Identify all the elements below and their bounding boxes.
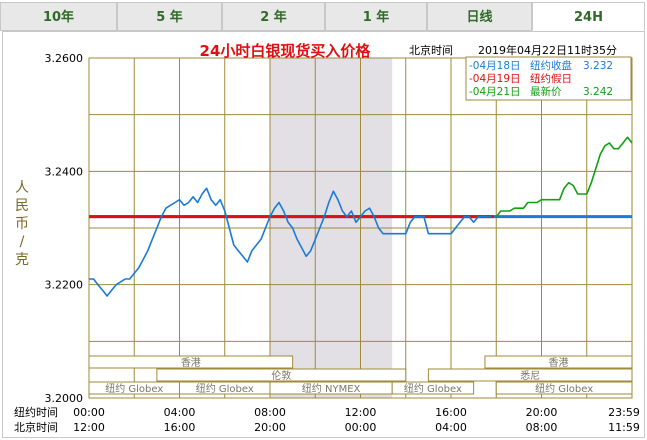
series-lines xyxy=(89,136,633,297)
timestamp: 2019年04月22日11时35分 xyxy=(478,43,617,57)
session-label: 悉尼 xyxy=(520,370,540,382)
legend-text: 纽约假日 xyxy=(530,72,572,85)
legend: -04月18日 纽约收盘 3.232 -04月19日 纽约假日 -04月21日 最新价 3.2… xyxy=(465,56,632,101)
y-label-char: 币 xyxy=(15,216,29,232)
session-label: 香港 xyxy=(548,357,568,369)
chart-title: 24小时白银现货买入价格 xyxy=(200,42,372,60)
session-bar xyxy=(88,355,294,369)
x-tick-label: 04:00 xyxy=(164,406,196,419)
legend-box xyxy=(465,56,632,101)
series-line xyxy=(495,136,633,218)
y-label-char: 人 xyxy=(15,180,29,196)
timestamp-label: 北京时间 xyxy=(409,43,453,57)
x-tick-label: 00:00 xyxy=(73,406,105,419)
x-tick-label: 08:00 xyxy=(526,421,558,434)
session-bar xyxy=(484,355,633,369)
tab-1y[interactable]: 1 年 xyxy=(325,2,427,31)
x-tick-label: 16:00 xyxy=(435,406,467,419)
session-label: 伦敦 xyxy=(271,369,291,382)
y-tick-label: 3.2200 xyxy=(45,279,84,292)
session-label: 香港 xyxy=(181,357,201,369)
x-tick-label: 12:00 xyxy=(345,406,377,419)
legend-date: -04月21日 xyxy=(469,86,521,98)
x-tick-label: 23:59 xyxy=(608,406,640,419)
tab-daily[interactable]: 日线 xyxy=(427,2,532,31)
x-tick-label: 08:00 xyxy=(254,406,286,419)
y-tick-label: 3.2000 xyxy=(45,392,84,405)
session-bar xyxy=(495,381,633,395)
y-label-char: 民 xyxy=(15,198,29,214)
session-label: 纽约 Globex xyxy=(196,382,254,395)
tab-10y[interactable]: 10年 xyxy=(0,2,117,31)
x-tick-label: 04:00 xyxy=(435,421,467,434)
session-label: 纽约 NYMEX xyxy=(302,382,361,395)
session-bar xyxy=(391,381,475,395)
grid xyxy=(88,57,633,399)
y-label-char: 克 xyxy=(15,252,29,268)
session-label: 纽约 Globex xyxy=(535,382,593,395)
x-row-label: 纽约时间 xyxy=(14,405,58,419)
legend-date: -04月19日 xyxy=(469,73,521,85)
legend-date: -04月18日 xyxy=(469,60,521,72)
y-tick-labels: 3.2600 3.2400 3.2200 3.2000 xyxy=(45,52,84,405)
y-label-char: / xyxy=(20,234,25,250)
session-bar xyxy=(427,368,633,382)
tab-bar: 10年 5 年 2 年 1 年 日线 24H xyxy=(0,0,647,32)
tab-24h[interactable]: 24H xyxy=(532,2,645,31)
tab-2y[interactable]: 2 年 xyxy=(222,2,325,31)
y-axis-label: 人民币 / 克 xyxy=(15,180,29,268)
session-label: 纽约 Globex xyxy=(404,382,462,395)
y-tick-label: 3.2600 xyxy=(45,52,84,65)
x-row-label: 北京时间 xyxy=(14,420,58,434)
session-bar xyxy=(156,368,407,382)
legend-text: 纽约收盘 xyxy=(530,59,572,72)
legend-text: 最新价 xyxy=(530,85,562,98)
x-axis-rows: 纽约时间 00:00 04:00 08:00 12:00 16:00 20:00 23:59 北… xyxy=(14,405,640,434)
tab-5y[interactable]: 5 年 xyxy=(117,2,222,31)
x-tick-label: 16:00 xyxy=(164,421,196,434)
x-tick-label: 20:00 xyxy=(526,406,558,419)
chart-frame xyxy=(2,31,645,438)
x-tick-label: 12:00 xyxy=(73,421,105,434)
series-line xyxy=(89,187,492,297)
x-tick-label: 20:00 xyxy=(254,421,286,434)
legend-value: 3.242 xyxy=(583,86,613,98)
y-tick-label: 3.2400 xyxy=(45,165,84,178)
session-label: 纽约 Globex xyxy=(105,382,163,395)
legend-value: 3.232 xyxy=(583,60,613,72)
x-tick-label: 11:59 xyxy=(608,421,640,434)
x-tick-label: 00:00 xyxy=(345,421,377,434)
